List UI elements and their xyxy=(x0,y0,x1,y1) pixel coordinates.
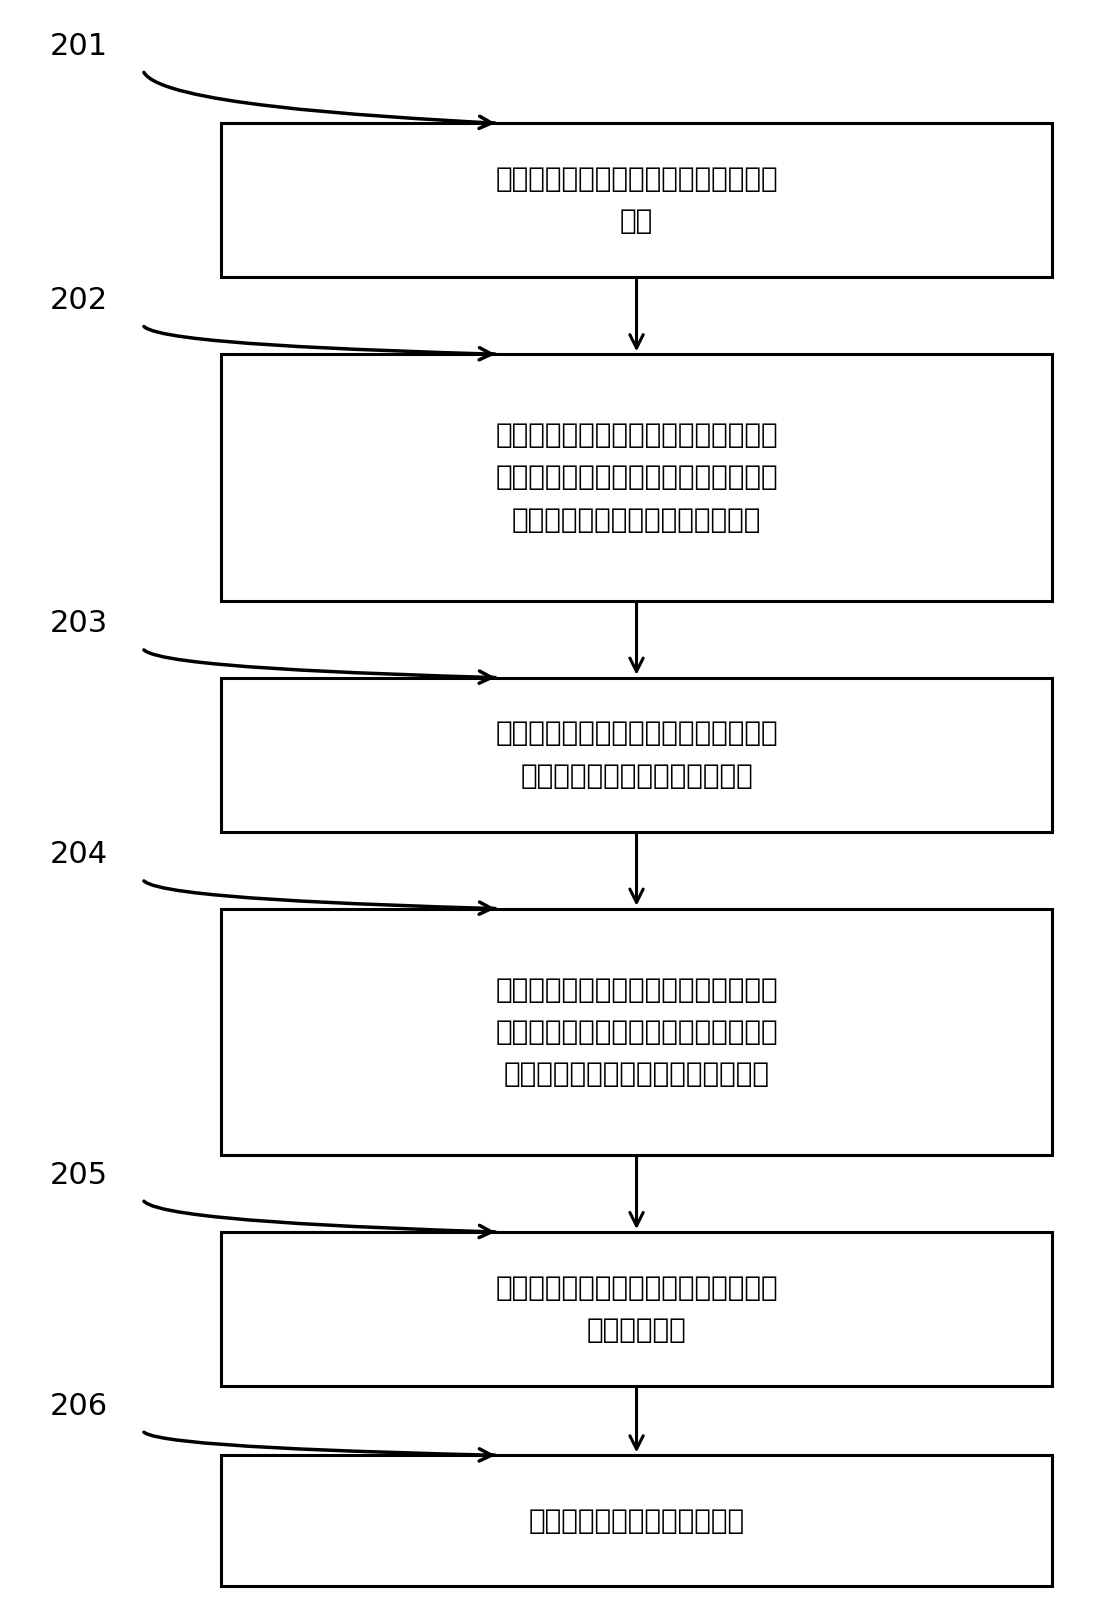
Text: 根据所述待选小区集合中的每个小区的
信号值，历史驻留成功率，获得待选小
区集合中的每个小区的接入可行系数: 根据所述待选小区集合中的每个小区的 信号值，历史驻留成功率，获得待选小 区集合中… xyxy=(495,975,778,1088)
Text: 205: 205 xyxy=(50,1161,108,1190)
Bar xyxy=(221,1232,1052,1386)
Bar xyxy=(221,1455,1052,1586)
Bar xyxy=(221,678,1052,831)
Bar xyxy=(221,909,1052,1155)
Text: 移动终端获取服务小区信号和相邻小区
信号: 移动终端获取服务小区信号和相邻小区 信号 xyxy=(495,165,778,236)
Text: 当服务小区的小区信号值或相邻小区信
号值满足标准小区接入准则时，移动终
端获取记录在本地的历史驻留小区: 当服务小区的小区信号值或相邻小区信 号值满足标准小区接入准则时，移动终 端获取记… xyxy=(495,420,778,534)
Text: 204: 204 xyxy=(50,841,108,870)
Text: 206: 206 xyxy=(50,1392,108,1420)
Text: 201: 201 xyxy=(50,32,108,61)
Text: 203: 203 xyxy=(50,610,108,639)
Text: 对所述历史驻留小区与相邻小区和服务
小区取交集，得到待选小区集合: 对所述历史驻留小区与相邻小区和服务 小区取交集，得到待选小区集合 xyxy=(495,720,778,789)
Text: 202: 202 xyxy=(50,286,108,315)
Text: 所述移动终端在有效小区驻留: 所述移动终端在有效小区驻留 xyxy=(528,1507,745,1535)
Bar xyxy=(221,123,1052,277)
Bar xyxy=(221,354,1052,600)
Text: 选取所述接入可行系数最高的小区作为
所述有效小区: 选取所述接入可行系数最高的小区作为 所述有效小区 xyxy=(495,1274,778,1344)
